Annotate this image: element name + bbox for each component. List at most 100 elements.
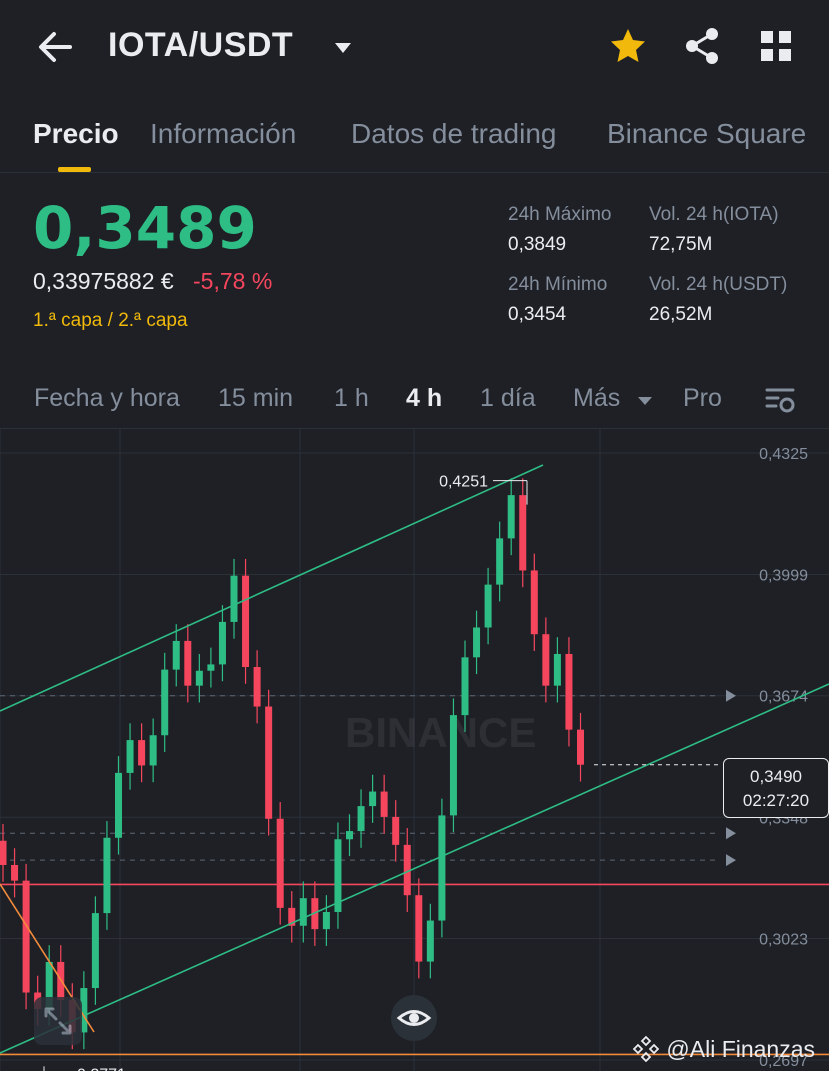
chevron-down-icon[interactable] bbox=[637, 394, 653, 412]
candle bbox=[126, 740, 134, 773]
volume-base-label: Vol. 24 h(IOTA) bbox=[649, 204, 779, 225]
candle bbox=[207, 664, 215, 671]
candle bbox=[242, 575, 250, 668]
candle bbox=[195, 670, 203, 686]
candle bbox=[553, 653, 561, 686]
interval-fecha-y-hora[interactable]: Fecha y hora bbox=[34, 384, 180, 412]
interval-15-min[interactable]: 15 min bbox=[218, 384, 294, 412]
candle bbox=[253, 667, 261, 707]
visibility-toggle-button[interactable] bbox=[391, 995, 437, 1041]
candle bbox=[103, 837, 111, 914]
interval-4-h[interactable]: 4 h bbox=[406, 384, 443, 412]
interval-bar: Fecha y hora 15 min 1 h 4 h 1 día Más Pr… bbox=[0, 370, 829, 429]
candle bbox=[346, 831, 353, 840]
binance-logo-icon bbox=[632, 1035, 660, 1063]
price-chart[interactable]: 0,43250,39990,36740,33480,30230,2697BINA… bbox=[0, 429, 829, 1071]
y-tick-label: 0,3999 bbox=[759, 568, 808, 585]
candle bbox=[184, 640, 192, 686]
candle bbox=[149, 735, 157, 766]
author-watermark-text: @Ali Finanzas bbox=[666, 1036, 816, 1062]
candle bbox=[334, 839, 342, 912]
tab-binance-square[interactable]: Binance Square bbox=[607, 118, 807, 149]
candle bbox=[218, 621, 226, 665]
countdown-label: 02:27:20 bbox=[742, 791, 810, 810]
dashed-level-arrow bbox=[726, 827, 736, 840]
candle bbox=[565, 653, 573, 730]
chevron-down-icon[interactable] bbox=[332, 38, 354, 58]
dashed-level-arrow bbox=[726, 689, 736, 702]
candle bbox=[276, 818, 284, 908]
candle bbox=[22, 880, 30, 993]
binance-watermark: BINANCE bbox=[345, 709, 536, 756]
back-arrow-icon[interactable] bbox=[30, 22, 80, 72]
candle bbox=[369, 791, 377, 807]
expand-icon bbox=[44, 1007, 72, 1035]
candle bbox=[172, 640, 180, 670]
pair-title[interactable]: IOTA/USDT bbox=[108, 26, 294, 64]
candle bbox=[426, 920, 434, 962]
tab-precio[interactable]: Precio bbox=[33, 118, 119, 149]
candle bbox=[288, 907, 296, 926]
candle bbox=[577, 729, 584, 765]
candle bbox=[380, 791, 388, 817]
candle bbox=[484, 584, 492, 628]
candle bbox=[392, 816, 400, 845]
channel-lower-line bbox=[0, 683, 829, 1054]
y-tick-label: 0,2697 bbox=[759, 1053, 808, 1070]
candle bbox=[461, 657, 469, 716]
category-tag[interactable]: 1.ª capa / 2.ª capa bbox=[33, 310, 188, 331]
low-value: 0,3454 bbox=[508, 304, 567, 325]
candle bbox=[80, 988, 88, 1033]
fiat-price: 0,33975882 € bbox=[33, 268, 174, 294]
candle bbox=[542, 634, 550, 686]
candle bbox=[230, 575, 238, 622]
y-tick-label: 0,4325 bbox=[759, 446, 808, 463]
interval-1-h[interactable]: 1 h bbox=[334, 384, 369, 412]
star-icon[interactable] bbox=[608, 26, 648, 66]
grid-icon[interactable] bbox=[758, 28, 794, 64]
eye-icon bbox=[396, 1010, 432, 1026]
candle bbox=[438, 815, 446, 921]
candle bbox=[473, 627, 481, 658]
tab-datos-de-trading[interactable]: Datos de trading bbox=[351, 118, 557, 149]
last-price: 0,3489 bbox=[33, 194, 257, 262]
dashed-level-arrow bbox=[726, 854, 736, 867]
candle bbox=[415, 895, 423, 962]
channel-upper-line bbox=[0, 464, 544, 712]
high-label: 24h Máximo bbox=[508, 204, 612, 225]
candle bbox=[265, 706, 273, 819]
candle bbox=[519, 495, 527, 571]
candle bbox=[0, 840, 7, 865]
expand-chart-button[interactable] bbox=[34, 997, 82, 1045]
high-value: 0,3849 bbox=[508, 234, 567, 255]
candle bbox=[11, 864, 19, 881]
candle bbox=[403, 844, 411, 896]
y-tick-label: 0,3023 bbox=[759, 931, 808, 948]
interval-1-dia[interactable]: 1 día bbox=[480, 384, 536, 412]
candle bbox=[299, 898, 307, 926]
volume-quote-label: Vol. 24 h(USDT) bbox=[649, 274, 788, 295]
author-watermark: @Ali Finanzas bbox=[632, 1034, 815, 1063]
candle bbox=[45, 961, 53, 1009]
low-label: 24h Mínimo bbox=[508, 274, 608, 295]
candle bbox=[507, 495, 515, 539]
volume-quote-value: 26,52M bbox=[649, 304, 713, 325]
low-label: 0,2771 bbox=[77, 1066, 126, 1071]
candle bbox=[115, 772, 122, 838]
active-tab-indicator bbox=[58, 167, 91, 172]
candle bbox=[91, 913, 99, 989]
share-icon[interactable] bbox=[682, 26, 722, 66]
tab-bar: Precio Información Datos de trading Bina… bbox=[0, 110, 829, 173]
high-label: 0,4251 bbox=[439, 474, 488, 491]
current-price-label: 0,3490 bbox=[750, 767, 802, 786]
candle bbox=[530, 570, 538, 635]
candle bbox=[357, 806, 365, 832]
volume-base-value: 72,75M bbox=[649, 234, 713, 255]
interval-pro[interactable]: Pro bbox=[683, 384, 722, 412]
candle bbox=[138, 740, 146, 766]
candle bbox=[322, 911, 330, 930]
chart-settings-icon[interactable] bbox=[764, 384, 796, 421]
tab-informacion[interactable]: Información bbox=[150, 118, 297, 149]
interval-mas[interactable]: Más bbox=[573, 384, 621, 412]
current-price-box: 0,3490 02:27:20 bbox=[723, 758, 829, 818]
